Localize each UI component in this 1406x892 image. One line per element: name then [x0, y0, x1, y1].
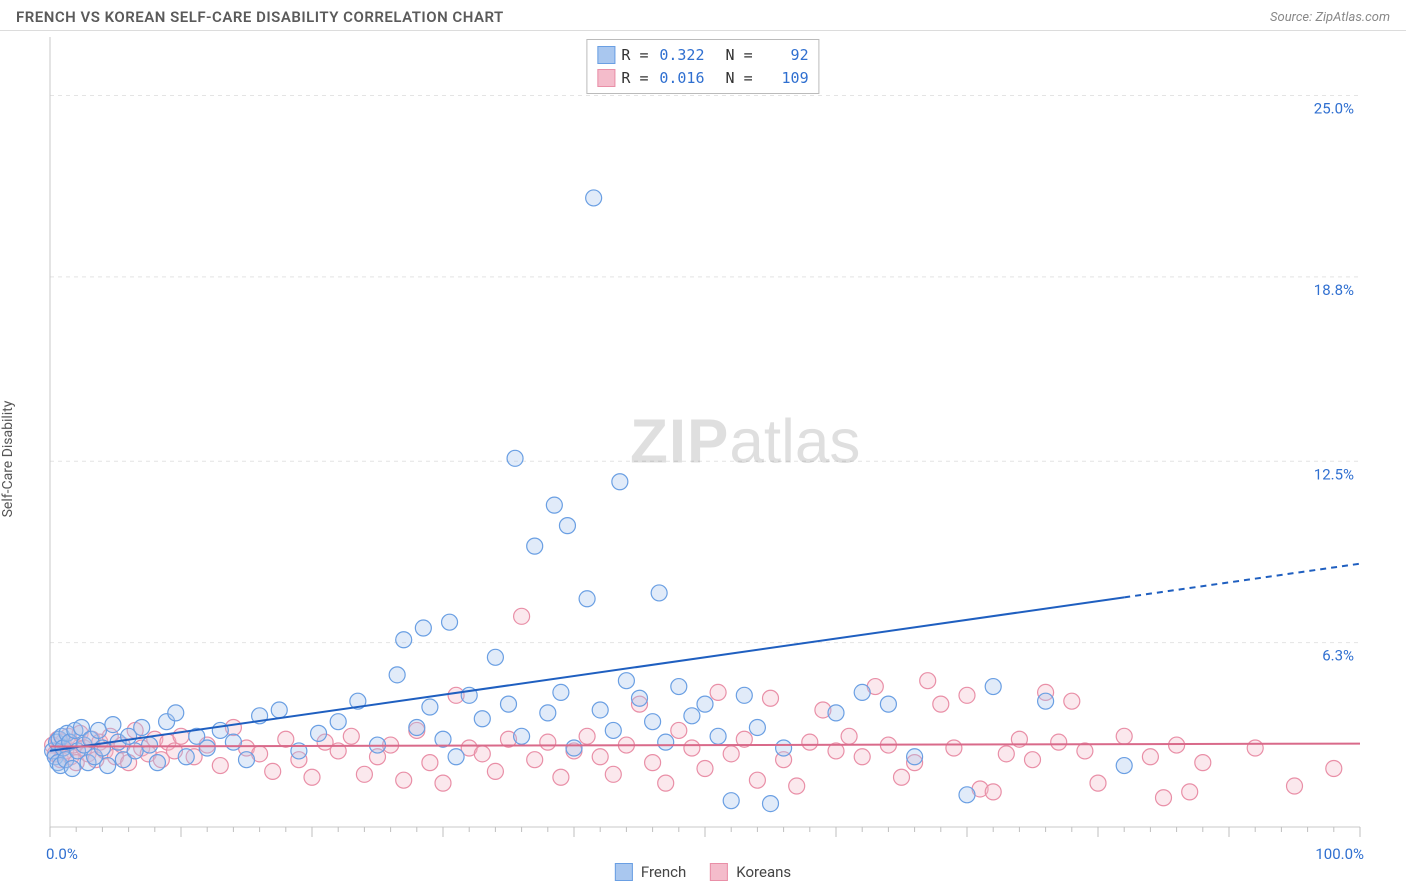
legend-r-label: R = [621, 44, 648, 67]
legend-swatch-koreans-icon [710, 863, 728, 881]
legend-label-koreans: Koreans [736, 863, 791, 881]
legend-n-value-french: 92 [759, 44, 809, 67]
svg-text:6.3%: 6.3% [1322, 647, 1354, 665]
legend-item-koreans: Koreans [710, 863, 791, 881]
svg-text:25.0%: 25.0% [1314, 100, 1354, 118]
legend-n-label: N = [726, 67, 753, 90]
source-prefix: Source: [1270, 10, 1315, 25]
legend-stats-row-koreans: R = 0.016 N = 109 [597, 67, 808, 90]
legend-stats-row-french: R = 0.322 N = 92 [597, 44, 808, 67]
header: FRENCH VS KOREAN SELF-CARE DISABILITY CO… [0, 0, 1406, 31]
source-credit: Source: ZipAtlas.com [1270, 10, 1390, 25]
y-axis-label: Self-Care Disability [0, 401, 16, 518]
legend-r-value-french: 0.322 [654, 44, 704, 67]
legend-n-value-koreans: 109 [759, 67, 809, 90]
svg-text:18.8%: 18.8% [1314, 281, 1354, 299]
legend-r-label: R = [621, 67, 648, 90]
legend-label-french: French [641, 863, 686, 881]
legend-swatch-french-icon [615, 863, 633, 881]
x-axis-max-label: 100.0% [1315, 845, 1364, 863]
x-axis-min-label: 0.0% [46, 845, 78, 863]
chart-title: FRENCH VS KOREAN SELF-CARE DISABILITY CO… [16, 8, 504, 26]
chart-area: Self-Care Disability 6.3% 12.5% 18.8% 25.0%… [0, 31, 1406, 887]
svg-text:12.5%: 12.5% [1314, 465, 1354, 483]
scatter-chart: 6.3% 12.5% 18.8% 25.0% [0, 31, 1406, 887]
legend-item-french: French [615, 863, 686, 881]
legend-swatch-koreans [597, 69, 615, 87]
legend-r-value-koreans: 0.016 [654, 67, 704, 90]
source-link[interactable]: ZipAtlas.com [1315, 10, 1390, 25]
legend-series: French Koreans [615, 863, 791, 881]
legend-n-label: N = [726, 44, 753, 67]
legend-swatch-french [597, 46, 615, 64]
legend-stats: R = 0.322 N = 92 R = 0.016 N = 109 [586, 39, 819, 94]
